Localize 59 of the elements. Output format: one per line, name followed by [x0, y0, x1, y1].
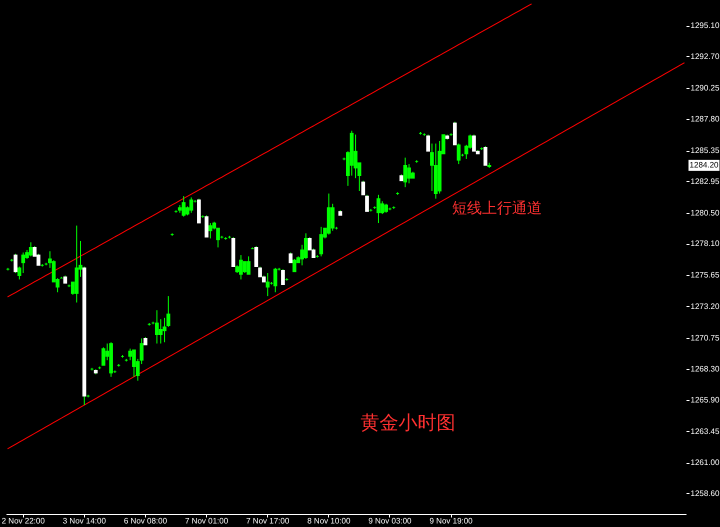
- candlestick: [361, 180, 366, 196]
- text: 黄金小时图: [360, 412, 456, 434]
- y-tick-label: 1273.20: [690, 302, 720, 311]
- y-tick-label: 1285.35: [690, 146, 720, 156]
- x-tick-label: 8 Nov 10:00: [307, 516, 351, 526]
- candlestick: [266, 272, 270, 297]
- candlestick: [365, 194, 369, 212]
- candlestick: [239, 254, 243, 280]
- annotation: 短线上行通道: [452, 199, 542, 217]
- candlestick: [246, 256, 250, 275]
- x-tick-label: 3 Nov 14:00: [62, 516, 106, 526]
- y-tick-label: 1295.10: [690, 21, 720, 30]
- y-tick-label: 1292.70: [690, 52, 720, 61]
- y-tick-label: 1258.60: [690, 488, 720, 498]
- x-tick-label: 9 Nov 19:00: [429, 516, 474, 526]
- candlestick: [102, 346, 106, 366]
- candlestick: [273, 267, 278, 293]
- x-tick-label: 9 Nov 03:00: [368, 516, 412, 526]
- candlestick: [292, 258, 296, 272]
- y-tick-label: 1263.45: [690, 426, 720, 436]
- candlestick: [472, 134, 476, 152]
- x-tick-label: 7 Nov 01:00: [184, 516, 229, 526]
- x-tick-label: 7 Nov 17:00: [246, 516, 290, 526]
- x-tick-label: 2 Nov 22:00: [2, 516, 46, 526]
- candlestick: [158, 318, 163, 344]
- y-tick-label: 1287.80: [690, 114, 720, 124]
- candlestick: [197, 198, 201, 224]
- x-tick-label: 6 Nov 08:00: [124, 516, 168, 526]
- candlestick: [380, 200, 384, 215]
- candlestick: [28, 242, 33, 257]
- y-tick-label: 1268.30: [690, 364, 720, 374]
- candlestick: [182, 196, 186, 218]
- y-tick-label: 1282.95: [690, 176, 720, 186]
- candlestick: [281, 268, 285, 286]
- y-tick-label: 1280.50: [690, 208, 720, 218]
- y-tick-label: 1265.90: [690, 395, 720, 404]
- line-series: [7, 62, 685, 450]
- candlestick: [204, 214, 208, 238]
- candlestick: [484, 146, 488, 166]
- candlestick: [208, 222, 212, 239]
- y-tick-label: 1270.75: [690, 333, 720, 342]
- candlestick: [189, 196, 194, 214]
- candlestick: [456, 143, 461, 165]
- candlestick: [242, 260, 247, 274]
- candlestick: [21, 252, 26, 274]
- y-tick-label: 1275.65: [690, 270, 720, 280]
- y-tick-label: 1278.10: [690, 239, 720, 248]
- candlestick: [319, 226, 324, 257]
- candlestick: [407, 164, 411, 184]
- candlestick: [403, 157, 408, 188]
- candlestick: [330, 203, 335, 232]
- candlestick: [376, 194, 380, 224]
- candlestick: [132, 349, 136, 378]
- y-tick-label: 1290.25: [690, 83, 720, 92]
- y-tick-label: 1261.00: [690, 458, 720, 468]
- candlestick: [254, 246, 258, 268]
- candlestick: [155, 310, 159, 344]
- annotation: 1284.20: [690, 160, 720, 170]
- candlestick: [354, 134, 358, 179]
